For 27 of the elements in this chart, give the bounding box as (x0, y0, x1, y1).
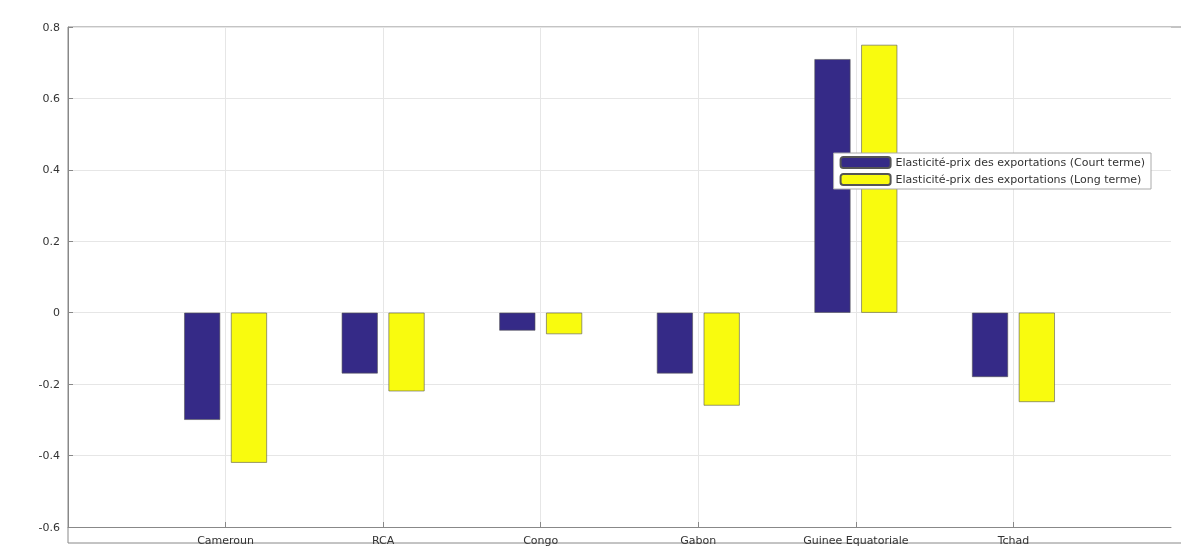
bar (499, 312, 536, 331)
y-tick-label: 0.8 (42, 20, 60, 34)
x-tick-label: Congo (523, 534, 559, 547)
bar (1018, 312, 1055, 402)
x-tick-label: Guinee Equatoriale (803, 534, 909, 547)
legend-label: Elasticité-prix des exportations (Long terme) (895, 173, 1142, 186)
y-tick-label: 0.4 (42, 163, 60, 177)
bar (341, 312, 378, 374)
y-tick-label: -0.2 (38, 377, 60, 391)
bar (230, 312, 267, 463)
bar (814, 59, 851, 313)
x-tick-label: Cameroun (197, 534, 255, 547)
legend-label: Elasticité-prix des exportations (Court terme) (895, 156, 1146, 169)
x-tick-label: RCA (371, 534, 395, 547)
bar (656, 312, 693, 374)
y-tick-label: -0.4 (38, 449, 60, 463)
bar (972, 312, 1009, 377)
y-tick-label: 0.6 (42, 91, 60, 105)
y-tick-label: 0 (53, 306, 60, 320)
bar (703, 312, 740, 406)
bar (546, 312, 583, 335)
y-tick-label: 0.2 (42, 234, 60, 248)
bar (388, 312, 425, 392)
y-tick-label: -0.6 (38, 520, 60, 534)
x-tick-label: Gabon (680, 534, 717, 547)
x-tick-label: Tchad (996, 534, 1030, 547)
bar (184, 312, 221, 420)
